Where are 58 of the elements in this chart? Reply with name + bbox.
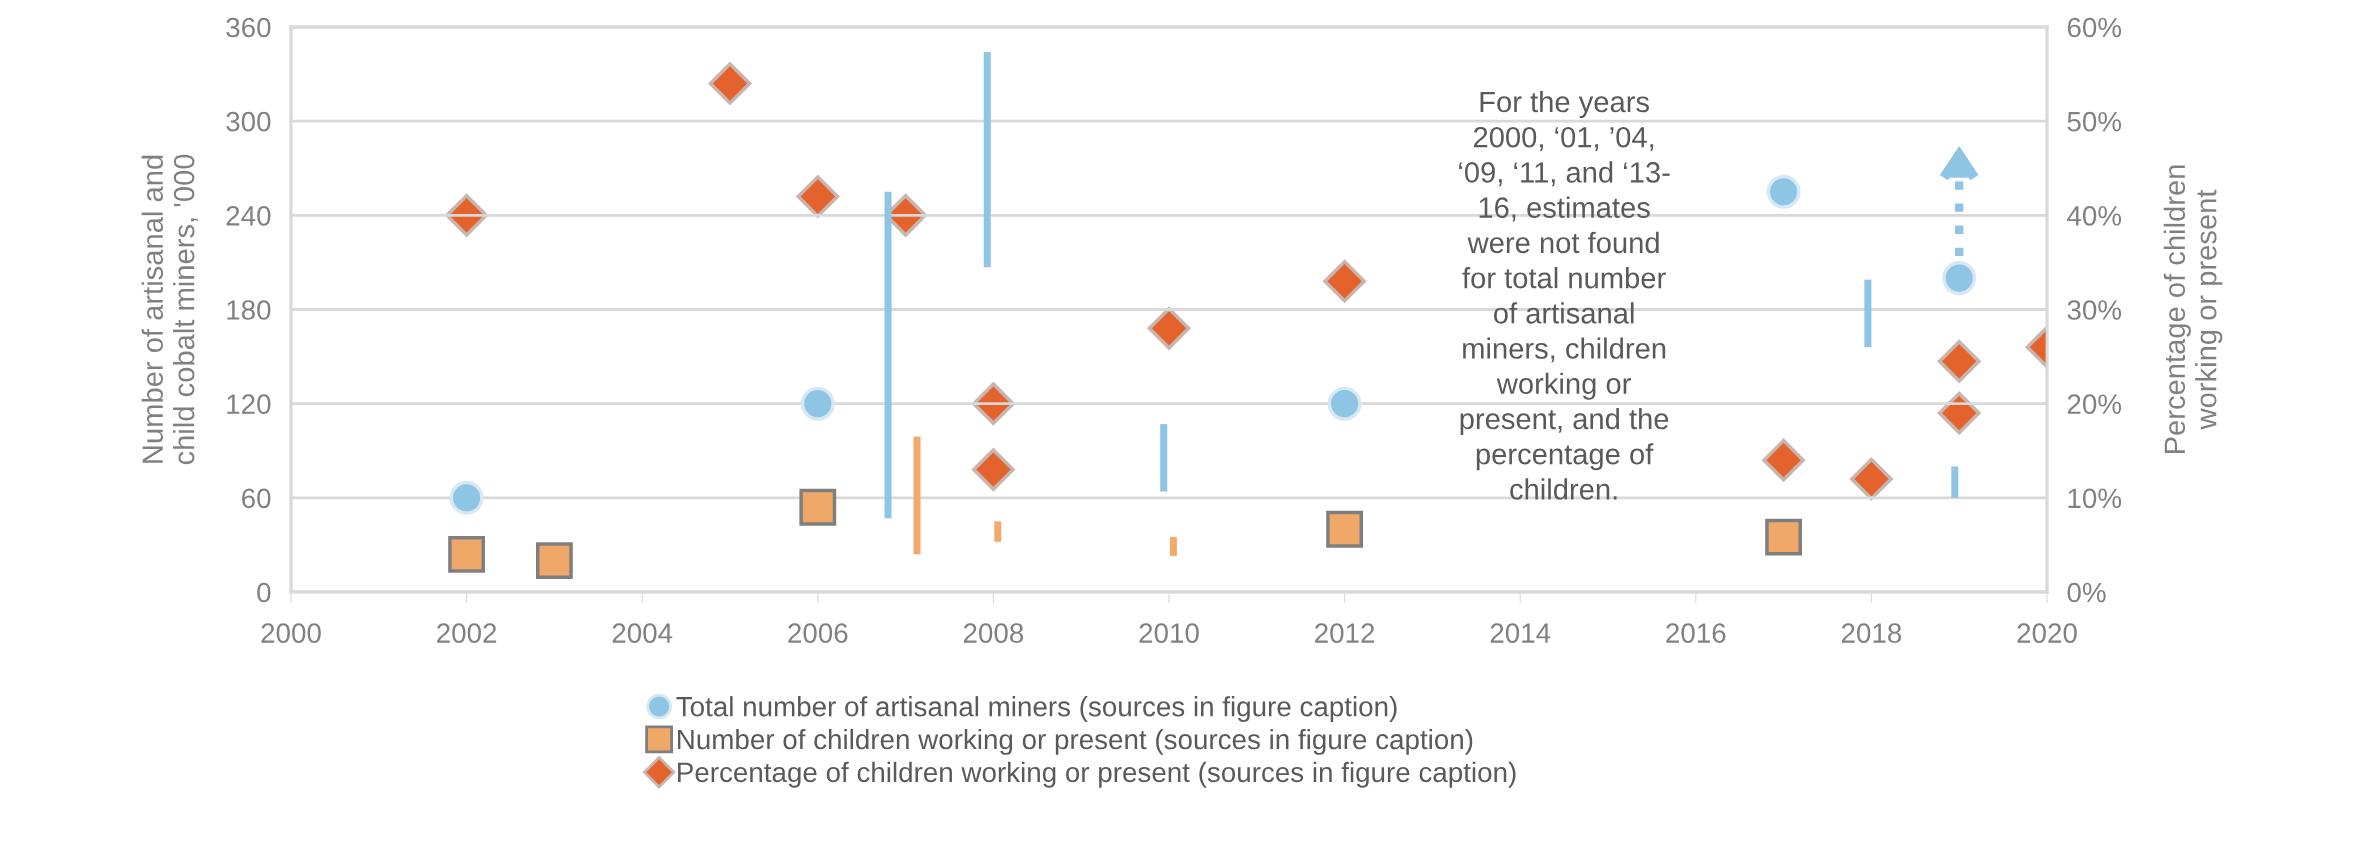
y-tick-label: 240 [226,206,271,226]
legend-label: Total number of artisanal miners (sources in figure caption) [676,696,1397,722]
x-tick-label: 2020 [2017,623,2077,643]
x-tick-label: 2002 [437,623,497,643]
y2-tick-label: 50% [2067,111,2122,132]
bar [913,436,921,555]
x-tick-label: 2000 [261,623,321,643]
point [1937,339,1981,383]
y2-tick-label: 10% [2068,488,2122,509]
point [1766,174,1801,209]
point [1762,438,1805,482]
bar [1169,537,1177,556]
y-tick-label: 60 [242,488,271,509]
y2-axis-title: Percentage of children working or present [2163,165,2223,454]
point [796,175,840,218]
point [1850,457,1893,501]
point [1326,510,1364,548]
point [1937,391,1981,435]
x-tick-label: 2008 [963,623,1024,643]
point [799,488,837,526]
point [800,386,835,421]
point [1942,261,1977,296]
y2-tick-label: 0% [2067,582,2106,603]
y-tick-label: 360 [226,17,271,38]
x-tick-label: 2014 [1490,623,1551,643]
point [1327,386,1362,421]
x-tick-label: 2010 [1139,623,1199,643]
bar [884,191,892,519]
point [1323,259,1366,303]
x-tick-label: 2018 [1841,623,1902,643]
y-tick-label: 300 [226,111,271,132]
y2-tick-label: 30% [2067,300,2122,320]
y2-tick-label: 20% [2067,394,2122,415]
y2-tick-label: 60% [2067,17,2122,38]
bar [1864,279,1872,348]
legend-label: Number of children working or present (sources in figure caption) [678,728,1473,755]
bar [994,521,1002,542]
x-tick-label: 2004 [612,623,673,643]
bar [983,52,991,268]
y-tick-label: 180 [227,300,271,320]
y-tick-label: 0 [257,582,271,603]
y-axis-title: Number of artisanal and child cobalt miners, '000 [141,154,198,465]
x-tick-label: 2006 [788,623,848,643]
y2-tick-label: 40% [2067,206,2122,226]
point [972,448,1015,491]
legend-label: Percentage of children working or present (sources in figure caption) [678,761,1516,788]
x-tick-label: 2016 [1666,623,1726,643]
x-tick-label: 2012 [1315,623,1375,643]
point [1147,306,1191,350]
point [1765,518,1802,556]
point [448,535,486,573]
bar [1951,466,1959,498]
point [535,542,573,580]
text: For the years 2000, ‘01, ’04, ‘09, ‘11, and ‘13- 16, estimates were not found for total number of artisanal miners, children working or present, and the percentage of children. [1459,90,1670,500]
point [449,480,484,515]
y-tick-label: 120 [227,394,271,415]
point [708,62,752,105]
bar [1160,424,1168,492]
